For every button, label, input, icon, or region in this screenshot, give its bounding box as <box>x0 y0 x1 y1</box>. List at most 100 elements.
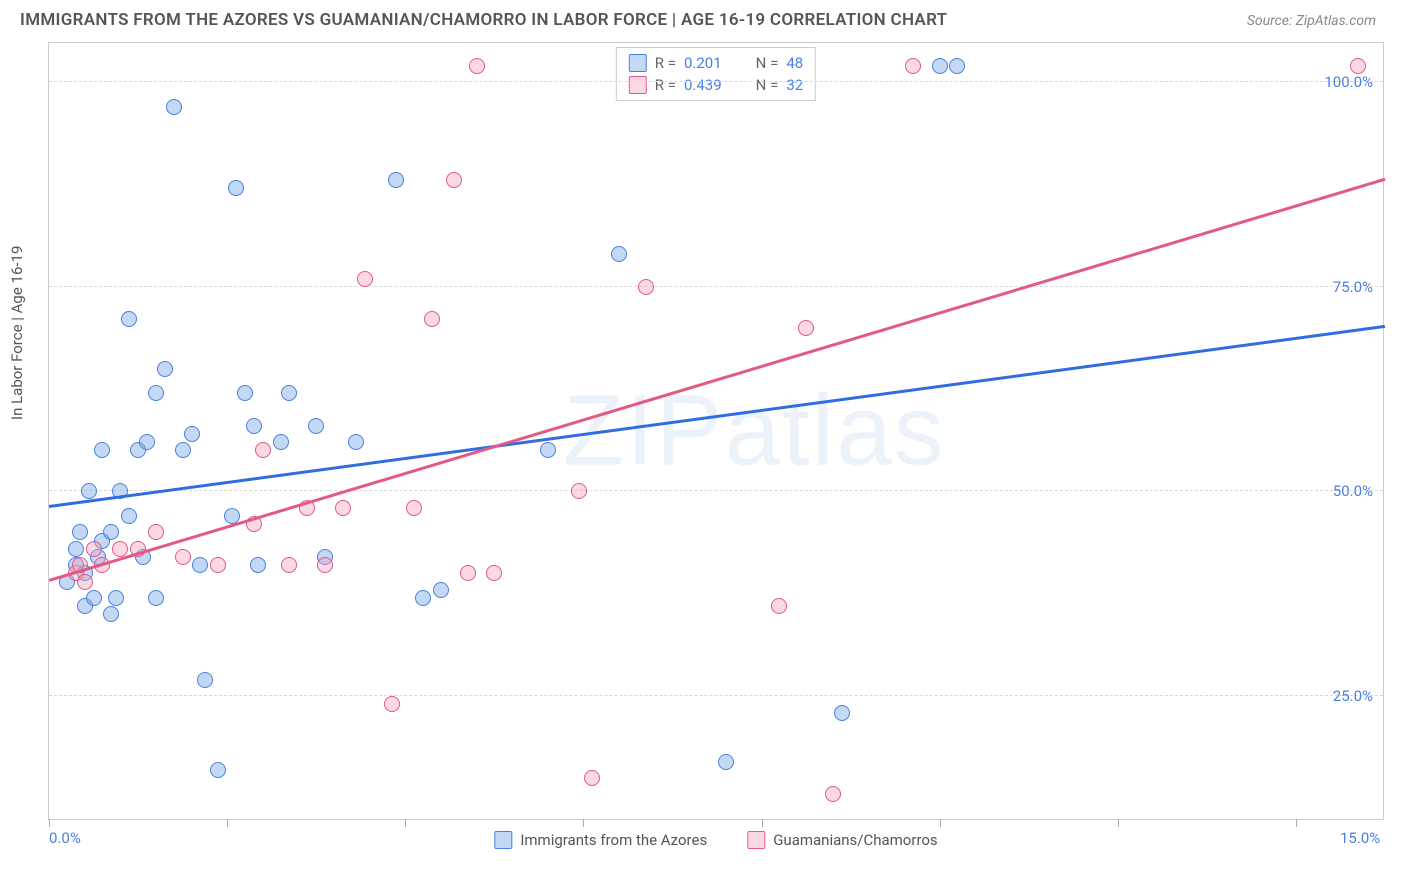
x-tick <box>49 819 50 827</box>
data-point-guam <box>148 524 164 540</box>
data-point-guam <box>335 500 351 516</box>
data-point-azores <box>108 590 124 606</box>
data-point-azores <box>308 418 324 434</box>
data-point-azores <box>949 58 965 74</box>
legend-item-guam: Guamanians/Chamorros <box>747 831 937 849</box>
data-point-guam <box>905 58 921 74</box>
legend-stats-row-guam: R = 0.439 N = 32 <box>629 74 803 96</box>
data-point-azores <box>718 754 734 770</box>
data-point-azores <box>611 246 627 262</box>
scatter-plot: ZIPatlas R = 0.201 N = 48 R = 0.439 N = … <box>48 42 1384 820</box>
data-point-guam <box>584 770 600 786</box>
gridline <box>49 490 1383 491</box>
data-point-guam <box>571 483 587 499</box>
n-label: N = <box>756 76 779 94</box>
data-point-azores <box>121 311 137 327</box>
data-point-guam <box>460 565 476 581</box>
data-point-azores <box>184 426 200 442</box>
data-point-guam <box>638 279 654 295</box>
data-point-guam <box>384 696 400 712</box>
data-point-azores <box>273 434 289 450</box>
data-point-guam <box>77 574 93 590</box>
x-tick <box>940 819 941 827</box>
data-point-azores <box>139 434 155 450</box>
data-point-azores <box>237 385 253 401</box>
data-point-azores <box>246 418 262 434</box>
data-point-azores <box>433 582 449 598</box>
data-point-guam <box>112 541 128 557</box>
data-point-azores <box>932 58 948 74</box>
gridline <box>49 695 1383 696</box>
data-point-guam <box>825 786 841 802</box>
legend-label-azores: Immigrants from the Azores <box>520 831 707 849</box>
data-point-guam <box>798 320 814 336</box>
data-point-azores <box>250 557 266 573</box>
swatch-azores <box>629 54 647 72</box>
gridline <box>49 81 1383 82</box>
data-point-azores <box>157 361 173 377</box>
data-point-azores <box>192 557 208 573</box>
data-point-guam <box>317 557 333 573</box>
data-point-azores <box>197 672 213 688</box>
x-tick <box>1118 819 1119 827</box>
data-point-guam <box>486 565 502 581</box>
x-tick <box>405 819 406 827</box>
x-tick <box>583 819 584 827</box>
x-axis-label: 0.0% <box>49 829 81 847</box>
data-point-guam <box>771 598 787 614</box>
swatch-azores <box>494 831 512 849</box>
data-point-guam <box>1350 58 1366 74</box>
legend-stats: R = 0.201 N = 48 R = 0.439 N = 32 <box>616 47 816 101</box>
data-point-azores <box>540 442 556 458</box>
data-point-azores <box>72 524 88 540</box>
n-value-azores: 48 <box>786 54 803 72</box>
data-point-azores <box>86 590 102 606</box>
x-tick <box>227 819 228 827</box>
data-point-azores <box>415 590 431 606</box>
data-point-azores <box>103 606 119 622</box>
legend-item-azores: Immigrants from the Azores <box>494 831 707 849</box>
data-point-guam <box>255 442 271 458</box>
swatch-guam <box>747 831 765 849</box>
y-tick-label: 25.0% <box>1333 687 1373 705</box>
data-point-guam <box>406 500 422 516</box>
trend-line-azores <box>49 325 1385 508</box>
data-point-azores <box>103 524 119 540</box>
data-point-guam <box>175 549 191 565</box>
r-label: R = <box>655 76 676 94</box>
data-point-azores <box>388 172 404 188</box>
data-point-guam <box>86 541 102 557</box>
y-tick-label: 100.0% <box>1324 73 1373 91</box>
n-value-guam: 32 <box>786 76 803 94</box>
x-tick <box>1296 819 1297 827</box>
data-point-guam <box>210 557 226 573</box>
data-point-guam <box>469 58 485 74</box>
r-value-azores: 0.201 <box>684 54 722 72</box>
y-tick-label: 75.0% <box>1333 278 1373 296</box>
y-axis-label: In Labor Force | Age 16-19 <box>8 246 26 420</box>
data-point-guam <box>446 172 462 188</box>
data-point-azores <box>228 180 244 196</box>
data-point-azores <box>68 541 84 557</box>
legend-label-guam: Guamanians/Chamorros <box>773 831 937 849</box>
data-point-azores <box>348 434 364 450</box>
data-point-azores <box>210 762 226 778</box>
source-label: Source: ZipAtlas.com <box>1247 13 1376 29</box>
data-point-azores <box>94 442 110 458</box>
legend-series: Immigrants from the Azores Guamanians/Ch… <box>494 831 937 849</box>
gridline <box>49 286 1383 287</box>
data-point-azores <box>834 705 850 721</box>
chart-title: IMMIGRANTS FROM THE AZORES VS GUAMANIAN/… <box>20 10 947 30</box>
data-point-azores <box>121 508 137 524</box>
n-label: N = <box>756 54 779 72</box>
data-point-azores <box>148 590 164 606</box>
data-point-guam <box>281 557 297 573</box>
data-point-azores <box>281 385 297 401</box>
x-axis-label: 15.0% <box>1340 829 1380 847</box>
legend-stats-row-azores: R = 0.201 N = 48 <box>629 52 803 74</box>
data-point-azores <box>166 99 182 115</box>
r-value-guam: 0.439 <box>684 76 722 94</box>
swatch-guam <box>629 76 647 94</box>
data-point-guam <box>357 271 373 287</box>
x-tick <box>762 819 763 827</box>
